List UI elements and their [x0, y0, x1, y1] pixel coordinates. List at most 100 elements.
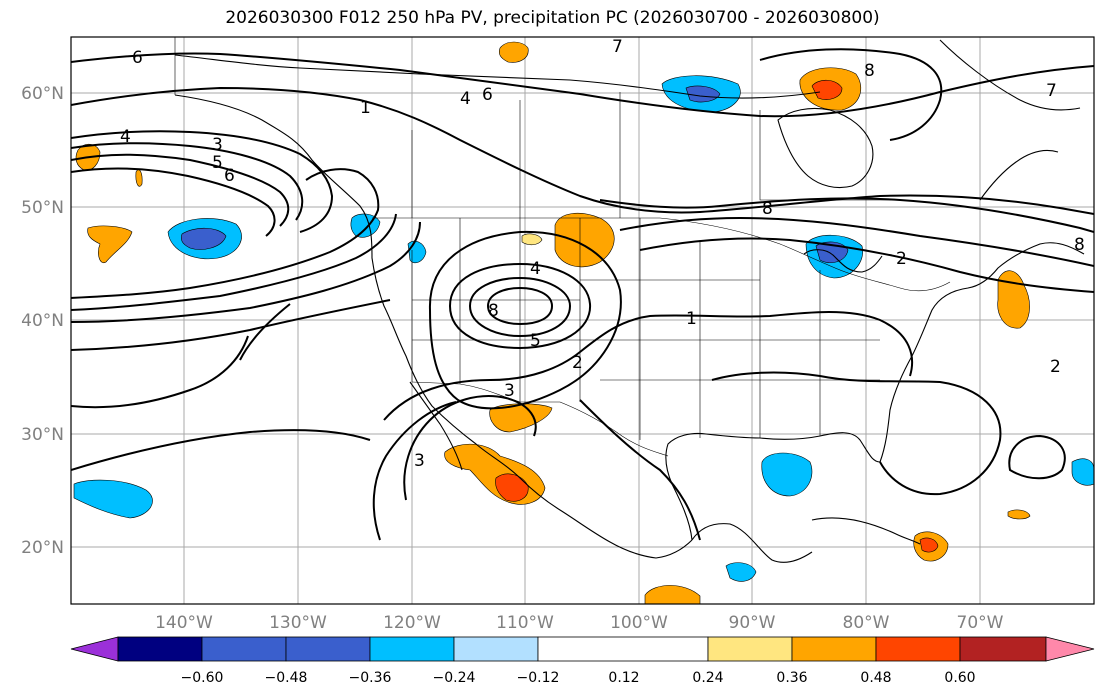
contour-label: 5: [212, 153, 223, 173]
border-states-central: [580, 218, 880, 440]
pv-contour-far-south: [71, 429, 371, 471]
contour-label: 8: [762, 199, 773, 219]
coastline-pacific-north-america: [174, 94, 693, 559]
contour-label: 4: [120, 127, 131, 147]
contour-label: 6: [482, 85, 493, 105]
lon-label-80w: 80°W: [843, 613, 890, 633]
colorbar-label: −0.48: [265, 670, 308, 686]
longitude-labels: 140°W 130°W 120°W 110°W 100°W 90°W 80°W …: [155, 613, 1004, 633]
pv-contour-3-south: [403, 395, 537, 501]
precip-negative-patches: [73, 75, 1094, 582]
lon-label-110w: 110°W: [496, 613, 554, 633]
precip-patch: [498, 41, 529, 63]
contour-label: 1: [686, 309, 697, 329]
pv-contour-2-loop: [711, 371, 1002, 496]
contour-label: 7: [612, 37, 623, 57]
precip-patch: [135, 169, 143, 187]
contour-label: 3: [414, 451, 425, 471]
precip-patch: [919, 537, 939, 553]
precip-patch: [87, 225, 133, 264]
pv-contour-cutoff-1: [448, 262, 592, 350]
pv-contour-5: [71, 153, 290, 227]
lon-label-100w: 100°W: [610, 613, 668, 633]
lat-label-30n: 30°N: [21, 425, 64, 445]
lon-label-130w: 130°W: [269, 613, 327, 633]
precip-patch: [1007, 509, 1031, 520]
pv-contour-cutoff-outer: [428, 230, 622, 410]
lon-label-120w: 120°W: [383, 613, 441, 633]
contour-label: 5: [530, 331, 541, 351]
colorbar-segment: [70, 636, 119, 662]
lon-label-140w: 140°W: [155, 613, 213, 633]
colorbar-label: 0.24: [692, 670, 723, 686]
contour-label: 8: [864, 61, 875, 81]
lat-label-40n: 40°N: [21, 311, 64, 331]
pv-contours: [71, 48, 1094, 541]
pv-contour-cutoff-2: [468, 276, 572, 338]
colorbar-segment: [117, 636, 203, 662]
coastline-hudson-bay: [777, 107, 874, 189]
border-canada-provinces: [411, 92, 900, 218]
pv-contour-trough-outer: [71, 168, 380, 299]
contour-label: 6: [224, 166, 235, 186]
coastline-atlantic: [879, 242, 1085, 463]
colorbar-labels: −0.60 −0.48 −0.36 −0.24 −0.12 0.12 0.24 …: [181, 670, 976, 686]
precip-patch: [489, 403, 553, 433]
precip-patch: [761, 452, 813, 497]
contour-label: 2: [572, 353, 583, 373]
colorbar-segment: [875, 636, 961, 662]
precip-patch: [997, 270, 1030, 329]
colorbar-label: 0.36: [776, 670, 807, 686]
contour-label: 7: [1046, 81, 1057, 101]
precip-patch: [554, 212, 615, 268]
pv-contour-6: [71, 52, 1094, 118]
precip-patch: [521, 233, 543, 246]
pv-contour-2-wide: [372, 401, 457, 541]
precip-patch: [811, 79, 843, 100]
contour-label: 2: [1050, 357, 1061, 377]
border-us-canada: [372, 217, 951, 292]
colorbar-label: 0.48: [860, 670, 891, 686]
pv-contour-east-lobe: [759, 48, 943, 141]
coastline-greenland: [939, 39, 1081, 111]
precip-positive-patches: [75, 41, 1031, 604]
lat-label-60n: 60°N: [21, 84, 64, 104]
colorbar-label: −0.12: [517, 670, 560, 686]
pv-contour-east-2: [619, 216, 1094, 267]
colorbar-label: −0.60: [181, 670, 224, 686]
pv-contour-east-1: [599, 197, 1094, 233]
colorbar-segment: [369, 636, 455, 662]
pv-contour-3: [71, 142, 304, 221]
pv-contour-nw-low: [239, 303, 291, 361]
pv-contour-southwest: [71, 335, 249, 409]
contour-label: 3: [212, 135, 223, 155]
colorbar-segment: [959, 636, 1047, 662]
map-frame: [70, 36, 1095, 605]
contour-label: 8: [488, 301, 499, 321]
colorbar-segment: [707, 636, 793, 662]
colorbar-label: −0.24: [433, 670, 476, 686]
precip-patch: [644, 585, 701, 604]
colorbar-segment: [537, 636, 709, 662]
pv-contour-se-loop: [1008, 434, 1066, 480]
contour-label: 4: [460, 89, 471, 109]
precip-patch: [685, 85, 721, 103]
precip-patch: [180, 227, 227, 250]
precip-patch: [1071, 458, 1094, 486]
colorbar: [70, 636, 1095, 662]
contour-label: 6: [132, 48, 143, 68]
colorbar-segment: [1045, 636, 1095, 662]
coastline-labrador: [979, 149, 1059, 201]
map-title: 2026030300 F012 250 hPa PV, precipitatio…: [225, 8, 880, 28]
latitude-labels: 60°N 50°N 40°N 30°N 20°N: [21, 84, 64, 558]
contour-label: 2: [896, 249, 907, 269]
colorbar-label: −0.36: [349, 670, 392, 686]
colorbar-segment: [791, 636, 877, 662]
colorbar-segment: [201, 636, 287, 662]
precip-patch: [725, 562, 757, 582]
lon-label-70w: 70°W: [957, 613, 1004, 633]
gridlines: [71, 37, 1094, 604]
pv-contour-trough-2: [71, 213, 397, 311]
contour-labels: 6 1 4 3 5 6 6 4 7 4 8 5 2 3 3 1 2 8 7 8 …: [120, 37, 1085, 471]
